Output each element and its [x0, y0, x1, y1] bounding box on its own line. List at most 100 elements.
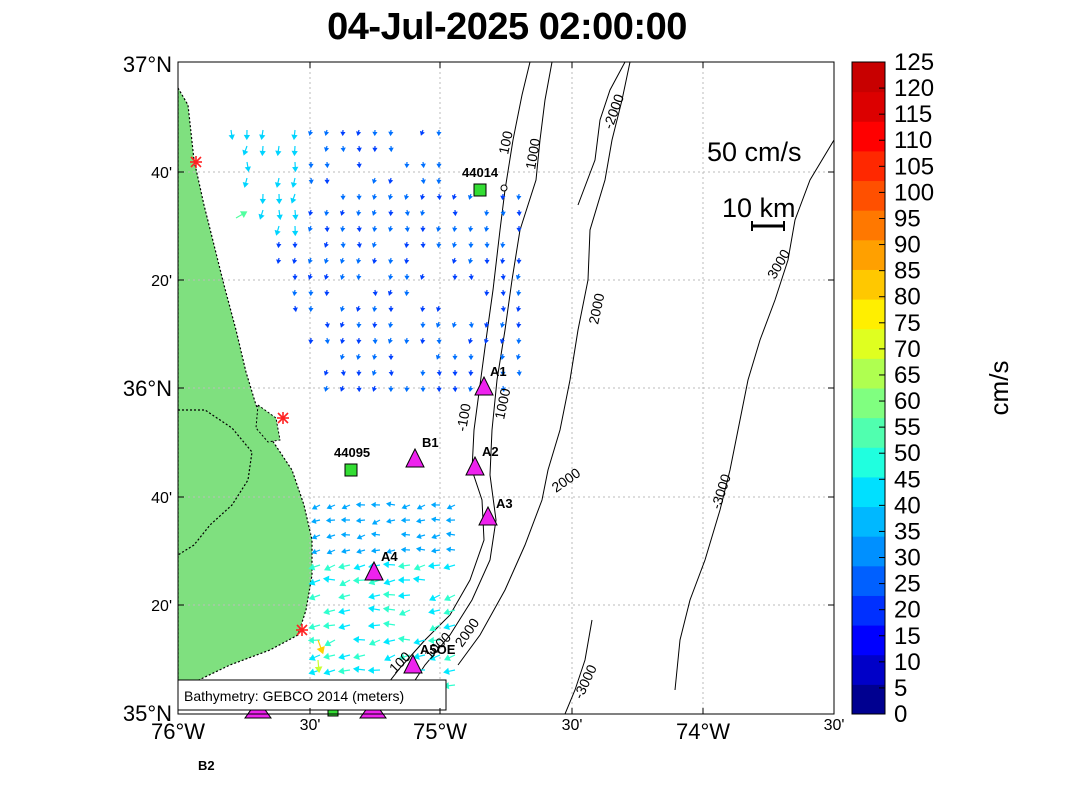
current-arrow — [276, 193, 283, 205]
current-arrow — [430, 547, 441, 554]
current-arrow — [500, 289, 506, 297]
station-A3-marker[interactable] — [478, 505, 498, 526]
current-arrow — [388, 257, 394, 265]
current-arrow — [308, 177, 314, 185]
current-arrow — [372, 353, 378, 361]
colorbar-tick-label: 20 — [894, 597, 921, 624]
station-A1-marker[interactable] — [474, 375, 494, 396]
lat-tick-label: 20' — [151, 273, 172, 290]
buoy-44014-marker[interactable] — [473, 183, 487, 197]
current-arrow — [292, 161, 299, 173]
contour-label: -100 — [453, 402, 474, 433]
current-arrow — [452, 369, 458, 377]
station-A5OE-marker[interactable] — [403, 653, 423, 674]
current-arrow — [382, 620, 396, 628]
current-arrow — [290, 193, 297, 204]
colorbar-band — [852, 536, 885, 567]
station-A2-marker[interactable] — [465, 455, 485, 476]
colorbar-tick-label: 50 — [894, 440, 921, 467]
current-arrow — [259, 129, 266, 141]
current-arrow — [338, 592, 351, 600]
current-arrow — [370, 501, 381, 508]
current-arrow — [413, 563, 426, 571]
current-arrow — [452, 209, 458, 217]
current-arrow — [419, 129, 425, 136]
current-arrow — [452, 241, 458, 248]
colorbar-frame — [851, 61, 886, 715]
current-arrow — [404, 289, 410, 297]
current-arrow — [452, 273, 458, 281]
lon-tick-label: 75°W — [413, 719, 467, 744]
current-arrow — [324, 209, 330, 217]
current-arrow — [355, 517, 366, 524]
current-arrow — [324, 289, 330, 297]
current-arrow — [516, 209, 522, 217]
current-arrow — [467, 193, 473, 200]
current-arrow — [388, 129, 394, 137]
colorbar-tick-label: 65 — [894, 362, 921, 389]
current-arrow — [484, 241, 490, 249]
current-arrow — [242, 145, 249, 156]
current-arrow — [516, 305, 522, 313]
current-arrow — [324, 145, 330, 152]
buoy-44095-marker[interactable] — [344, 463, 358, 477]
current-arrow — [500, 305, 506, 313]
current-arrow — [516, 369, 522, 377]
current-arrow — [352, 635, 366, 644]
current-arrow — [356, 273, 362, 281]
current-arrow — [311, 518, 321, 524]
station-B1-label: B1 — [422, 435, 439, 450]
current-arrow — [515, 273, 521, 280]
colorbar-tick-label: 10 — [894, 649, 921, 676]
current-arrow — [308, 209, 314, 217]
current-arrow — [420, 385, 426, 393]
current-arrow — [367, 666, 381, 674]
current-arrow — [388, 177, 394, 185]
current-arrow — [420, 369, 426, 377]
colorbar-tick-label: 55 — [894, 414, 921, 441]
current-arrow — [372, 257, 378, 265]
current-arrow — [387, 337, 393, 344]
colorbar-band — [852, 625, 885, 656]
colorbar-tick-label: 85 — [894, 258, 921, 285]
current-arrow — [500, 321, 506, 328]
land-peninsula — [178, 409, 253, 556]
current-arrow — [404, 225, 410, 233]
current-arrow — [436, 385, 442, 393]
current-arrow — [516, 353, 522, 360]
current-arrow — [419, 273, 425, 280]
current-arrow — [420, 193, 426, 200]
current-arrow — [516, 337, 522, 345]
station-A4-marker[interactable] — [364, 560, 384, 581]
current-arrow — [382, 590, 396, 599]
current-arrow — [324, 564, 336, 571]
current-arrow — [383, 637, 396, 645]
current-arrow — [341, 504, 351, 510]
lon-tick-label: 30' — [300, 717, 321, 734]
current-arrow — [452, 353, 458, 361]
current-arrow — [326, 533, 336, 540]
current-arrow — [235, 211, 248, 219]
current-arrow — [400, 517, 411, 524]
current-arrow — [276, 241, 282, 249]
colorbar-tick-label: 115 — [894, 101, 932, 128]
current-arrow — [367, 605, 381, 613]
current-arrow — [308, 623, 321, 631]
current-arrow — [500, 353, 506, 361]
current-arrow — [323, 369, 329, 376]
station-B1-marker[interactable] — [405, 447, 425, 468]
current-arrow — [385, 501, 396, 508]
current-arrow — [500, 193, 506, 201]
current-arrow — [323, 273, 330, 280]
current-arrow — [500, 369, 506, 377]
lat-tick-label: 35°N — [123, 701, 172, 726]
current-arrow — [324, 639, 336, 647]
current-arrow — [340, 145, 346, 153]
current-arrow — [388, 369, 394, 377]
current-arrow — [308, 305, 314, 313]
current-arrow — [445, 517, 456, 524]
lat-tick-label: 40' — [151, 165, 172, 182]
current-arrow — [383, 578, 396, 586]
current-arrow — [397, 576, 411, 584]
current-arrow — [516, 257, 522, 265]
